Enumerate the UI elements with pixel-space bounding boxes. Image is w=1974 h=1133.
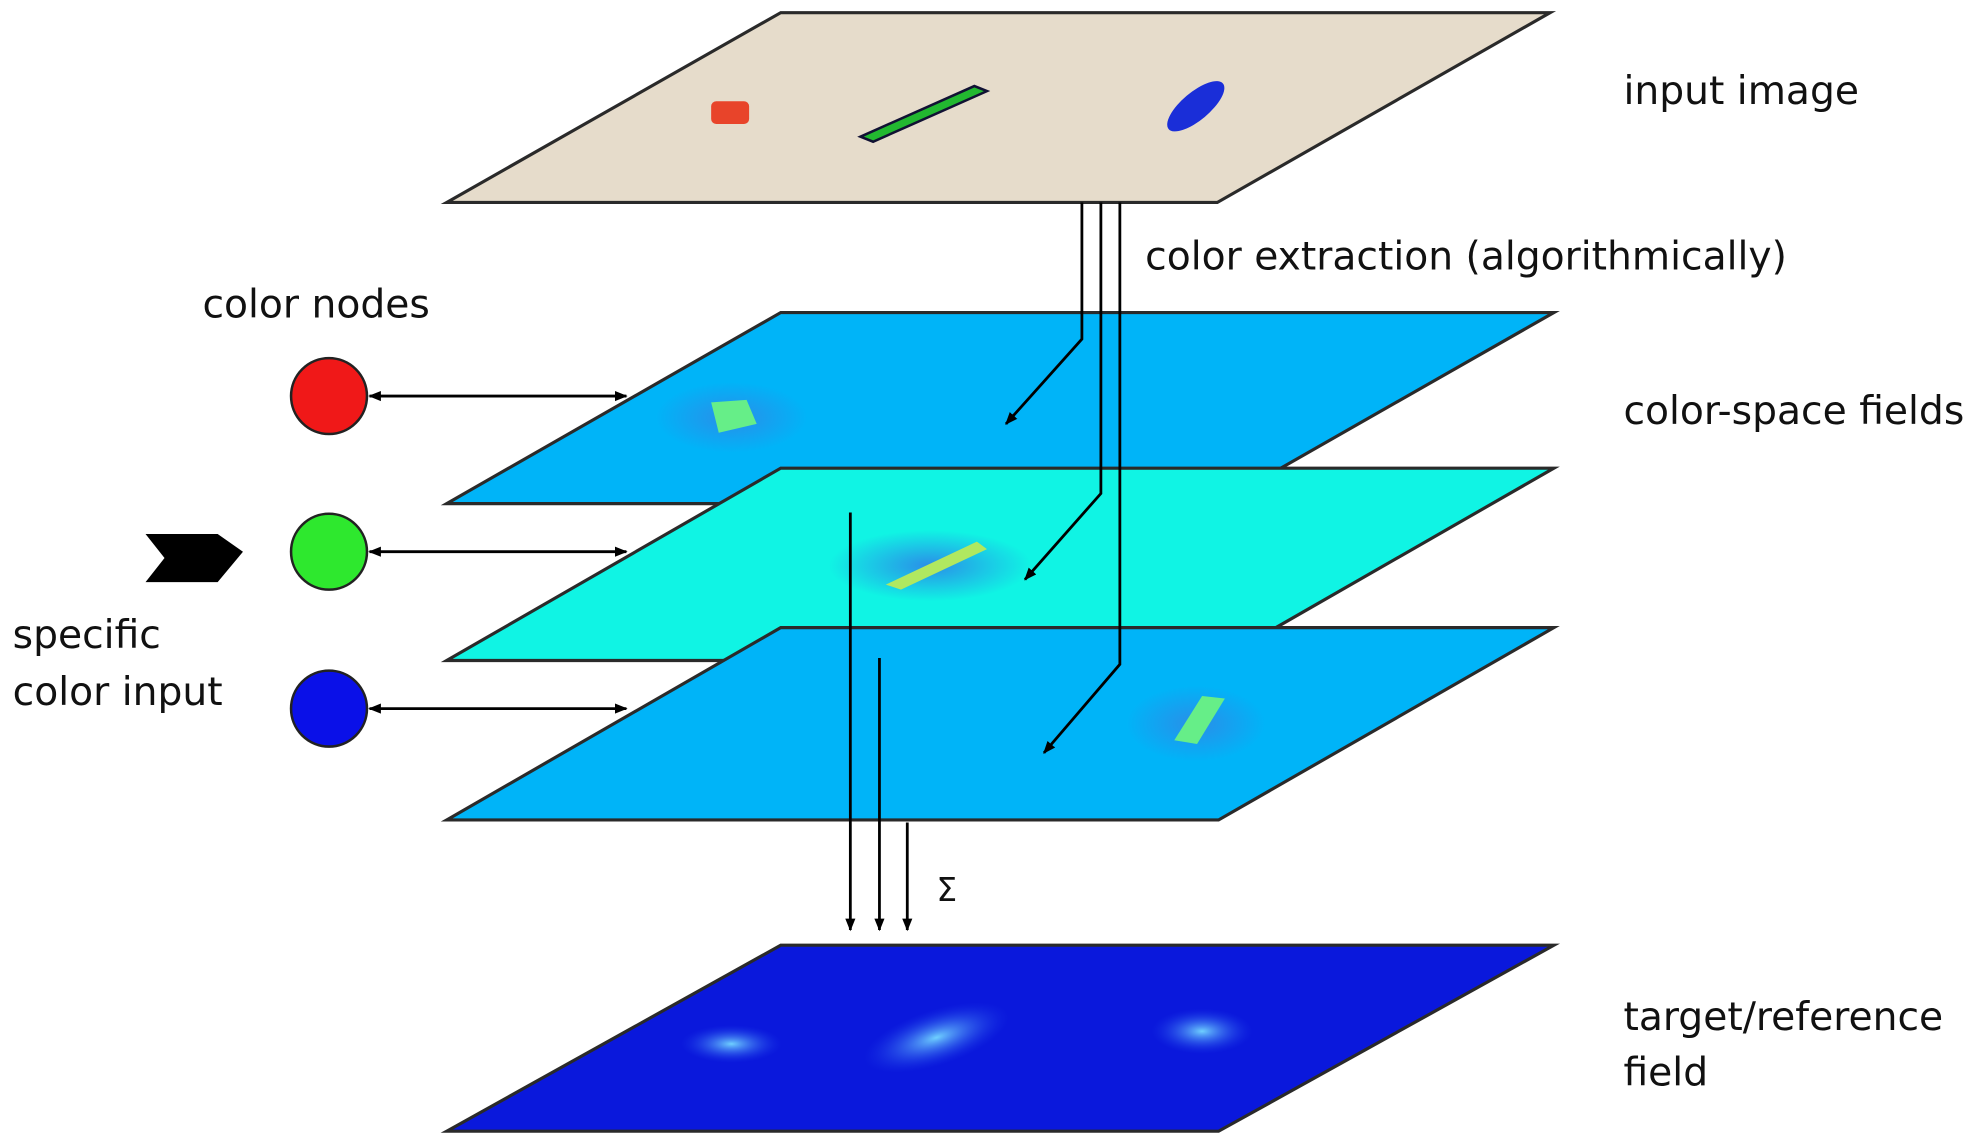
red-object: [711, 101, 749, 124]
input-image-label: input image: [1623, 69, 1859, 114]
target-field-plane: [447, 945, 1554, 1131]
red-node: [291, 358, 367, 434]
extraction-label: color extraction (algorithmically): [1145, 235, 1787, 280]
color-nodes-label: color nodes: [202, 283, 429, 328]
target-blob: [681, 1025, 782, 1063]
sum-label: Σ: [936, 870, 957, 909]
page: input image color extraction (algorithmi…: [0, 0, 1974, 1133]
diagram: input image color extraction (algorithmi…: [0, 0, 1974, 1133]
input-arrow: [146, 534, 243, 582]
target-blob: [1151, 1008, 1252, 1054]
specific-input-label: color input: [13, 670, 223, 715]
target-label: target/reference: [1623, 995, 1943, 1040]
fields-label: color-space fields: [1623, 389, 1964, 434]
blue-node: [291, 671, 367, 747]
target-label: field: [1623, 1051, 1708, 1096]
specific-input-label: specific: [13, 613, 161, 658]
green-node: [291, 514, 367, 590]
input-image-plane: [447, 13, 1550, 203]
